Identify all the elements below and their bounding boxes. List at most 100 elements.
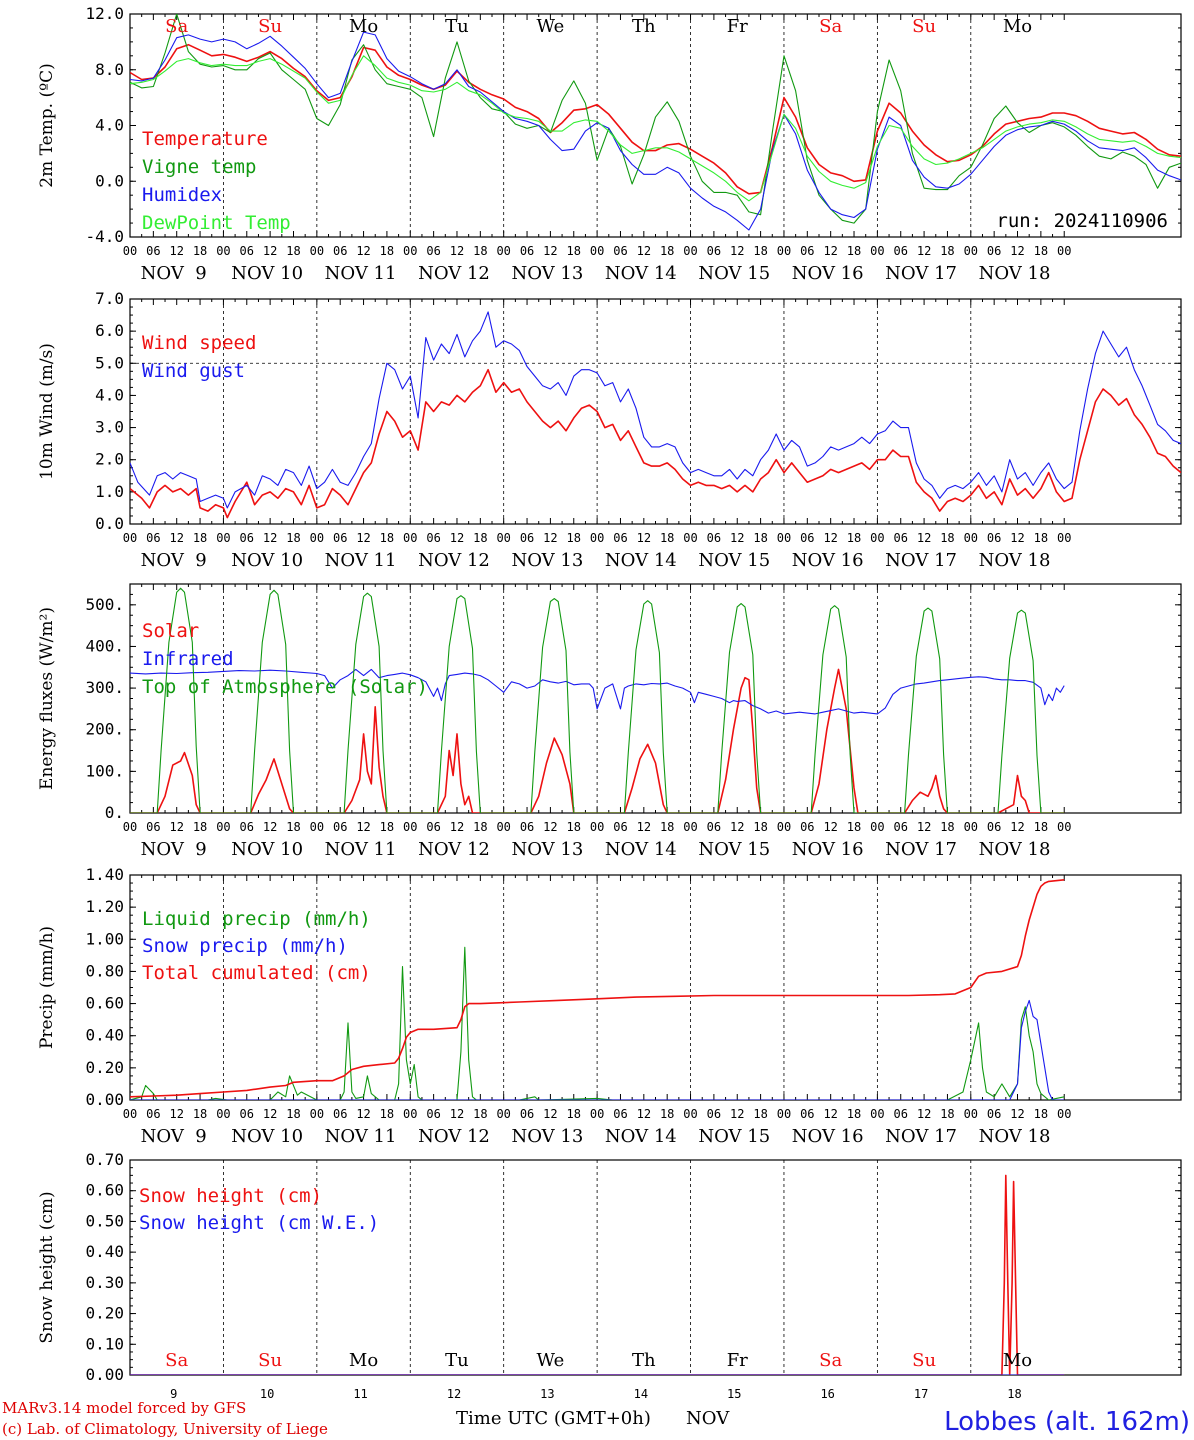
series-group: [130, 1174, 1065, 1375]
x-hour-label: 12: [823, 531, 837, 545]
weekday-label: Sa: [819, 16, 842, 37]
x-hour-label: 06: [613, 1107, 627, 1121]
x-hour-label: 06: [987, 531, 1001, 545]
x-hour-label: 00: [683, 244, 697, 258]
x-axis-label: Time UTC (GMT+0h): [456, 1408, 651, 1429]
x-hour-label: 18: [286, 244, 300, 258]
x-hour-label: 12: [356, 1107, 370, 1121]
y-tick-label: 100.: [85, 761, 124, 780]
x-hour-label: 12: [730, 244, 744, 258]
x-hour-label: 00: [964, 531, 978, 545]
x-hour-label: 06: [426, 531, 440, 545]
x-date-label: NOV 12: [418, 550, 490, 571]
x-hour-label: 00: [216, 531, 230, 545]
x-hour-label: 00: [964, 244, 978, 258]
legend-entry: Solar: [142, 620, 199, 642]
x-hour-label: 06: [520, 531, 534, 545]
footer-credit-2: (c) Lab. of Climatology, University of L…: [2, 1420, 328, 1438]
legend-entry: Snow height (cm W.E.): [139, 1212, 379, 1234]
y-tick-label: 5.0: [95, 353, 124, 372]
x-date-label: NOV 11: [325, 1126, 397, 1147]
x-hour-label: 06: [800, 244, 814, 258]
x-hour-label: 12: [637, 531, 651, 545]
x-hour-label: 00: [870, 531, 884, 545]
x-hour-label: 00: [590, 1107, 604, 1121]
x-date-label: NOV 15: [698, 550, 770, 571]
x-hour-label: 00: [310, 244, 324, 258]
x-hour-label: 00: [310, 531, 324, 545]
panel-3: 0. 100. 200. 300. 400. 500. Energy fluxes (W/m…: [37, 583, 1182, 860]
y-tick-label: 4.0: [95, 385, 124, 404]
y-tick-label: 1.40: [85, 865, 124, 884]
series-line-infrared: [130, 668, 1065, 715]
x-hour-label: 06: [333, 244, 347, 258]
day-number: 14: [634, 1387, 648, 1401]
x-hour-label: 18: [660, 820, 674, 834]
x-date-label: NOV 16: [792, 263, 864, 284]
x-hour-label: 06: [240, 820, 254, 834]
x-hour-label: 12: [917, 531, 931, 545]
x-hour-label: 06: [146, 531, 160, 545]
y-tick-label: 300.: [85, 678, 124, 697]
x-hour-label: 18: [753, 820, 767, 834]
x-hour-label: 12: [169, 820, 183, 834]
x-hour-label: 06: [894, 1107, 908, 1121]
x-hour-label: 18: [473, 244, 487, 258]
series-line-liquid-precip-mm-h: [130, 946, 1065, 1100]
weekday-label: Mo: [1003, 1350, 1032, 1371]
legend-entry: Vigne temp: [142, 156, 256, 178]
x-hour-label: 06: [894, 820, 908, 834]
x-hour-label: 06: [894, 531, 908, 545]
x-hour-label: 12: [730, 531, 744, 545]
day-number: 10: [260, 1387, 274, 1401]
series-line-temperature: [130, 43, 1181, 195]
x-hour-label: 06: [520, 1107, 534, 1121]
y-tick-label: 1.0: [95, 482, 124, 501]
day-number: 18: [1007, 1387, 1021, 1401]
y-tick-label: 0.: [105, 803, 124, 822]
x-hour-label: 06: [426, 244, 440, 258]
x-date-label: NOV 13: [511, 263, 583, 284]
x-date-label: NOV 11: [325, 839, 397, 860]
x-hour-label: 06: [240, 531, 254, 545]
series-line-vigne-temp: [130, 14, 1181, 224]
x-hour-label: 18: [1034, 1107, 1048, 1121]
weekday-label: Tu: [445, 1350, 469, 1371]
day-number: 17: [914, 1387, 928, 1401]
series-line-humidex: [130, 31, 1181, 231]
x-hour-label: 18: [847, 244, 861, 258]
y-tick-label: 6.0: [95, 321, 124, 340]
x-hour-label: 06: [613, 531, 627, 545]
x-hour-label: 06: [333, 1107, 347, 1121]
x-hour-label: 06: [707, 531, 721, 545]
x-date-label: NOV 14: [605, 839, 677, 860]
x-date-label: NOV 9: [141, 263, 207, 284]
x-hour-label: 12: [917, 820, 931, 834]
y-tick-label: 0.60: [85, 1181, 124, 1200]
x-date-label: NOV 15: [698, 839, 770, 860]
day-number: 11: [353, 1387, 367, 1401]
x-hour-label: 18: [940, 1107, 954, 1121]
x-hour-label: 18: [193, 820, 207, 834]
x-hour-label: 00: [496, 1107, 510, 1121]
y-axis-label: 10m Wind (m/s): [37, 343, 57, 480]
x-hour-label: 06: [240, 244, 254, 258]
series-group: [130, 14, 1181, 231]
x-hour-label: 18: [193, 244, 207, 258]
x-hour-label: 00: [216, 244, 230, 258]
series-line-top-of-atmosphere-solar: [130, 587, 1065, 813]
x-hour-label: 00: [1057, 820, 1071, 834]
x-date-label: NOV 18: [979, 839, 1051, 860]
x-hour-label: 06: [146, 244, 160, 258]
weekday-label: Fr: [727, 1350, 748, 1371]
x-hour-label: 00: [403, 1107, 417, 1121]
x-hour-label: 18: [567, 1107, 581, 1121]
y-axis-label: 2m Temp. (ºC): [37, 63, 57, 188]
x-hour-label: 12: [263, 531, 277, 545]
y-tick-label: 0.40: [85, 1242, 124, 1261]
x-hour-label: 12: [917, 1107, 931, 1121]
x-hour-label: 18: [473, 1107, 487, 1121]
y-tick-label: 0.20: [85, 1304, 124, 1323]
weekday-label: Su: [258, 1350, 282, 1371]
